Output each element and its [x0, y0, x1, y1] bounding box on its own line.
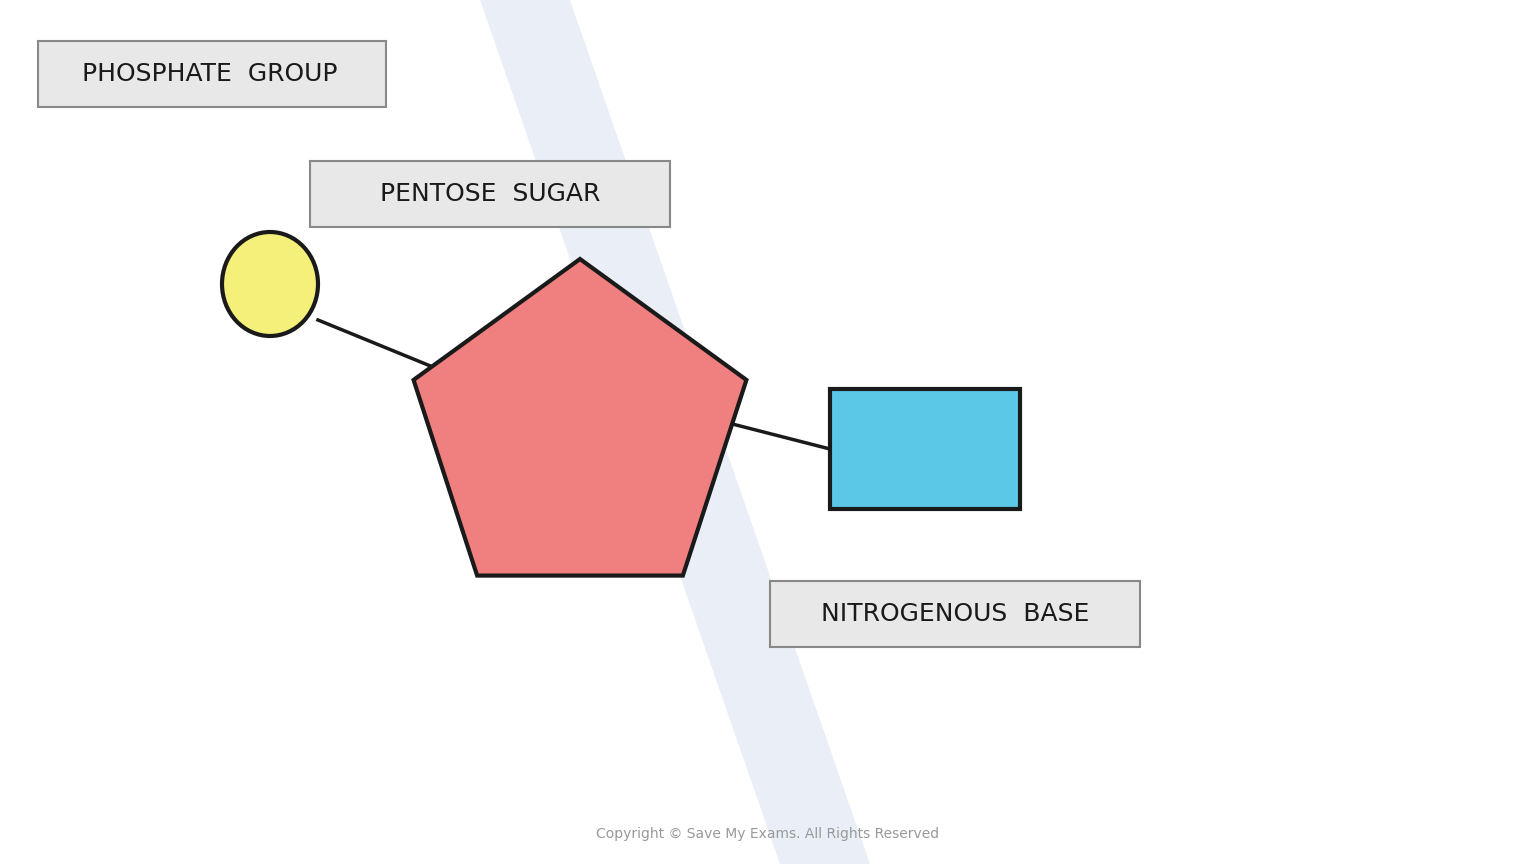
Bar [829, 389, 1020, 509]
Bar [38, 41, 386, 107]
Text: Copyright © Save My Exams. All Rights Reserved: Copyright © Save My Exams. All Rights Re… [596, 827, 940, 841]
Bar [310, 161, 670, 227]
Polygon shape [479, 0, 869, 864]
Text: PENTOSE  SUGAR: PENTOSE SUGAR [379, 182, 601, 206]
Ellipse shape [223, 232, 318, 336]
Polygon shape [413, 259, 746, 575]
Text: NITROGENOUS  BASE: NITROGENOUS BASE [820, 602, 1089, 626]
Bar [770, 581, 1140, 647]
Text: PHOSPHATE  GROUP: PHOSPHATE GROUP [83, 62, 338, 86]
